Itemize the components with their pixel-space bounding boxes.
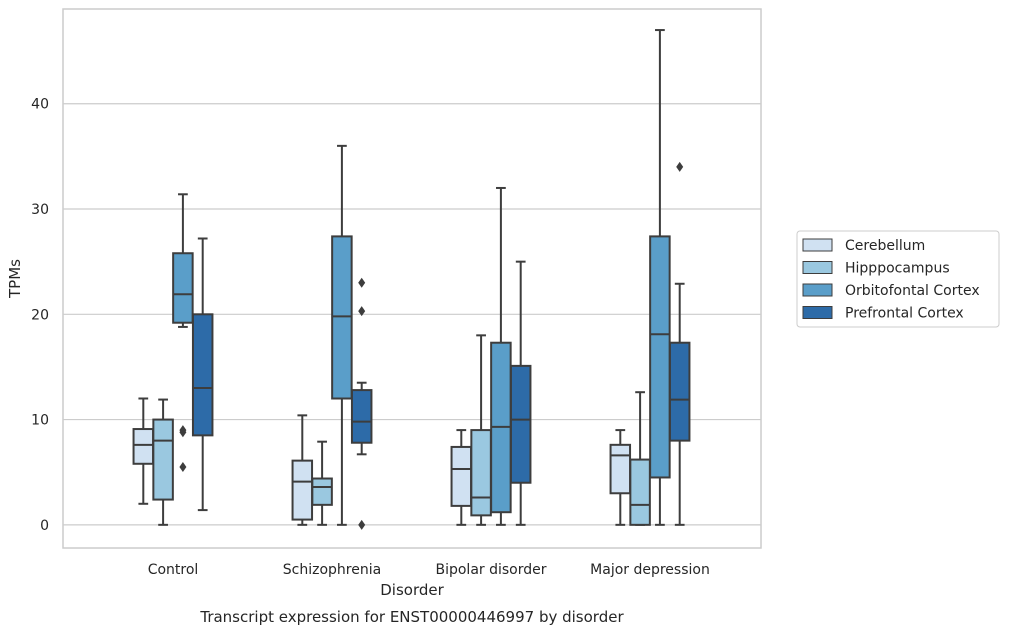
x-tick-label: Major depression (590, 562, 710, 578)
box-body (350, 389, 373, 444)
box-prefrontal-cortex (668, 161, 691, 526)
box-body (450, 445, 473, 507)
box-cerebellum (132, 397, 155, 505)
legend-swatch (802, 261, 833, 274)
box-body (311, 477, 333, 506)
box-prefrontal-cortex (350, 277, 373, 530)
box-cerebellum (450, 429, 473, 526)
y-axis-label: TPMs (6, 259, 24, 299)
plot-boxes (132, 29, 691, 530)
box-body (509, 364, 532, 484)
x-tick-label: Control (148, 562, 199, 578)
y-tick-label: 40 (31, 97, 49, 113)
box-orbitofontal-cortex (649, 29, 671, 526)
box-hipppocampus (629, 391, 651, 526)
legend-swatch (802, 238, 833, 252)
box-body (668, 341, 691, 442)
outlier-point (179, 425, 187, 436)
box-body (172, 252, 194, 324)
box-orbitofontal-cortex (490, 186, 512, 526)
box-orbitofontal-cortex (331, 144, 353, 526)
legend-label: Hipppocampus (845, 261, 950, 277)
box-orbitofontal-cortex (172, 193, 194, 472)
box-body (331, 235, 353, 400)
box-body (291, 459, 314, 521)
chart-caption: Transcript expression for ENST0000044699… (199, 608, 624, 626)
legend-frame (796, 230, 1000, 328)
outlier-point (358, 519, 366, 530)
outlier-point (676, 161, 684, 172)
y-tick-label: 10 (31, 413, 49, 429)
box-prefrontal-cortex (509, 260, 532, 526)
x-tick-label: Bipolar disorder (435, 562, 546, 578)
box-hipppocampus (152, 398, 174, 526)
legend-swatch (802, 306, 833, 319)
box-body (470, 429, 492, 517)
box-cerebellum (291, 414, 314, 526)
outlier-point (358, 306, 366, 317)
legend-swatch (802, 283, 833, 297)
y-tick-label: 30 (31, 202, 49, 218)
box-body (609, 443, 632, 495)
box-body (649, 235, 671, 479)
legend-label: Cerebellum (845, 238, 925, 254)
box-hipppocampus (470, 334, 492, 526)
box-prefrontal-cortex (191, 237, 214, 512)
outlier-point (358, 277, 366, 288)
box-body (132, 428, 155, 465)
box-body (191, 313, 214, 437)
legend-label: Orbitofontal Cortex (845, 283, 980, 299)
outlier-point (179, 461, 187, 472)
legend-label: Prefrontal Cortex (845, 306, 964, 322)
box-body (152, 418, 174, 501)
y-tick-label: 20 (31, 307, 49, 323)
box-hipppocampus (311, 440, 333, 526)
box-cerebellum (609, 429, 632, 526)
x-axis-ticks: Control Schizophrenia Bipolar disorder Majo… (148, 562, 710, 578)
y-axis-ticks: 0 10 20 30 40 (31, 97, 49, 534)
legend: Cerebellum Hipppocampus Orbitofontal Corte… (796, 230, 1000, 328)
x-tick-label: Schizophrenia (283, 562, 381, 578)
plot-area-frame (62, 8, 762, 549)
x-axis-label: Disorder (380, 581, 444, 599)
box-body (629, 458, 651, 526)
y-tick-label: 0 (40, 518, 49, 534)
